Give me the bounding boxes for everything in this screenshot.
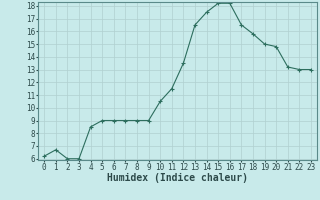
- X-axis label: Humidex (Indice chaleur): Humidex (Indice chaleur): [107, 173, 248, 183]
